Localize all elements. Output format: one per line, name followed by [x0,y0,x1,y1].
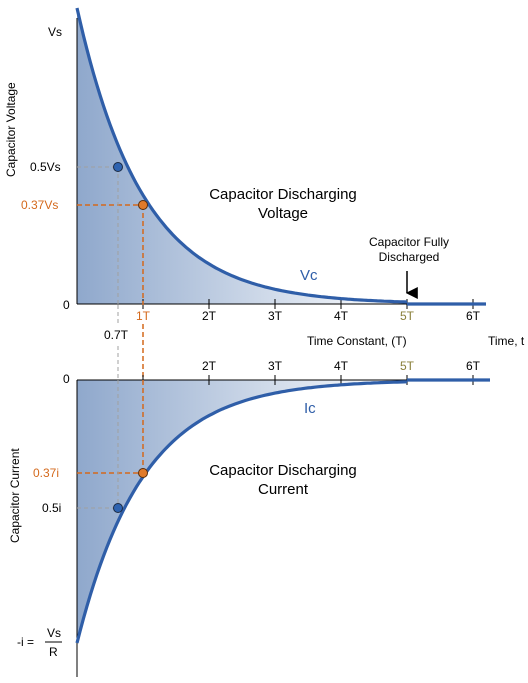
current-title-line1: Capacitor Discharging [209,462,357,479]
label-0-7t: 0.7T [104,328,129,342]
voltage-title-line1: Capacitor Discharging [209,186,357,203]
formula-prefix: -i = [17,635,34,649]
time-axis-label: Time, t [488,334,525,348]
fully-discharged-line1: Capacitor Fully [369,235,449,249]
current-y-half-label: 0.5i [42,501,61,515]
voltage-tick-3t: 3T [268,309,283,323]
voltage-tick-4t: 4T [334,309,349,323]
current-curve [75,380,408,644]
initial-current-formula: -i = Vs R [17,626,62,659]
current-y-37-label: 0.37i [33,466,59,480]
voltage-area-fill [77,8,407,304]
current-tick-3t: 3T [268,359,283,373]
current-y-axis-label: Capacitor Current [8,448,22,543]
formula-numerator: Vs [47,626,61,640]
current-tick-4t: 4T [334,359,349,373]
voltage-tick-2t: 2T [202,309,217,323]
current-tick-5t: 5T [400,359,415,373]
voltage-y-37-label: 0.37Vs [21,198,58,212]
current-area-fill [77,380,407,643]
current-tick-2t: 2T [202,359,217,373]
voltage-title-line2: Voltage [258,205,308,222]
current-tick-6t: 6T [466,359,481,373]
voltage-curve [75,7,408,304]
voltage-half-point [113,162,123,172]
voltage-tick-1t: 1T [136,309,151,323]
current-half-point [113,503,123,513]
current-y-zero-label: 0 [63,372,70,386]
voltage-tick-5t: 5T [400,309,415,323]
voltage-curve-label: Vc [300,267,318,284]
formula-denominator: R [49,645,58,659]
current-curve-label: Ic [304,400,316,417]
current-graph: 0 0.37i 0.5i Capacitor Current 2T 3T 4T … [8,359,490,677]
voltage-y-half-label: 0.5Vs [30,160,61,174]
fully-discharged-line2: Discharged [379,250,440,264]
voltage-37-point [138,200,148,210]
current-37-point [138,468,148,478]
voltage-graph: Vs 0.5Vs 0.37Vs 0 Capacitor Voltage 1T 2… [4,7,525,348]
current-title-line2: Current [258,481,309,498]
voltage-y-axis-label: Capacitor Voltage [4,82,18,177]
voltage-y-top-label: Vs [48,25,62,39]
x-axis-label: Time Constant, (T) [307,334,407,348]
voltage-y-zero-label: 0 [63,298,70,312]
voltage-tick-6t: 6T [466,309,481,323]
